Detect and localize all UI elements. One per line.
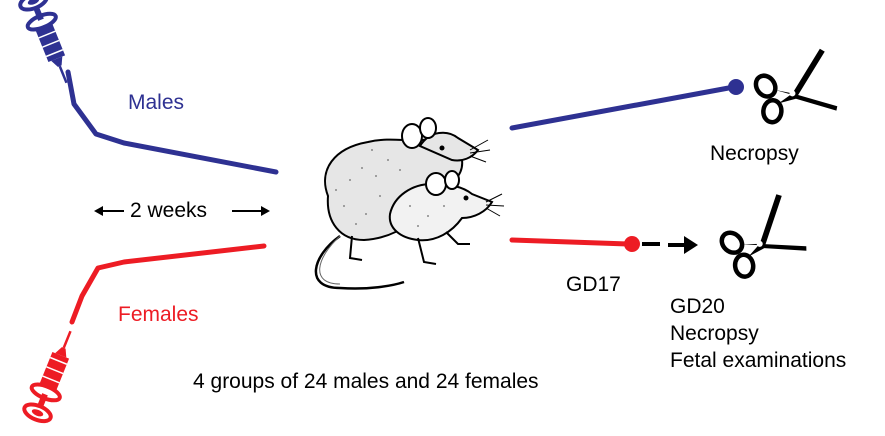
male-scissors-icon — [748, 48, 840, 130]
duration-arrow — [94, 206, 270, 216]
female-syringe-icon — [18, 330, 80, 427]
females-label: Females — [118, 303, 199, 326]
male-endpoint-label: Necropsy — [710, 142, 799, 165]
male-output-line — [509, 79, 744, 131]
males-label: Males — [128, 91, 185, 114]
male-syringe-icon — [14, 0, 76, 84]
female-endpoint-label: GD20 Necropsy Fetal examinations — [670, 293, 846, 374]
rats-icon — [314, 117, 505, 290]
groups-label: 4 groups of 24 males and 24 females — [193, 370, 539, 393]
female-endpoint-line-necropsy: Necropsy — [670, 322, 759, 345]
male-input-line — [65, 69, 279, 175]
female-output-line — [509, 236, 660, 252]
female-endpoint-line-fetal: Fetal examinations — [670, 349, 847, 372]
arrow-right-icon — [668, 236, 698, 254]
female-endpoint-line-gd20: GD20 — [670, 295, 725, 318]
female-scissors-icon — [711, 192, 810, 285]
gd17-label: GD17 — [566, 273, 621, 296]
female-input-line — [69, 243, 267, 325]
duration-label: 2 weeks — [130, 199, 208, 222]
